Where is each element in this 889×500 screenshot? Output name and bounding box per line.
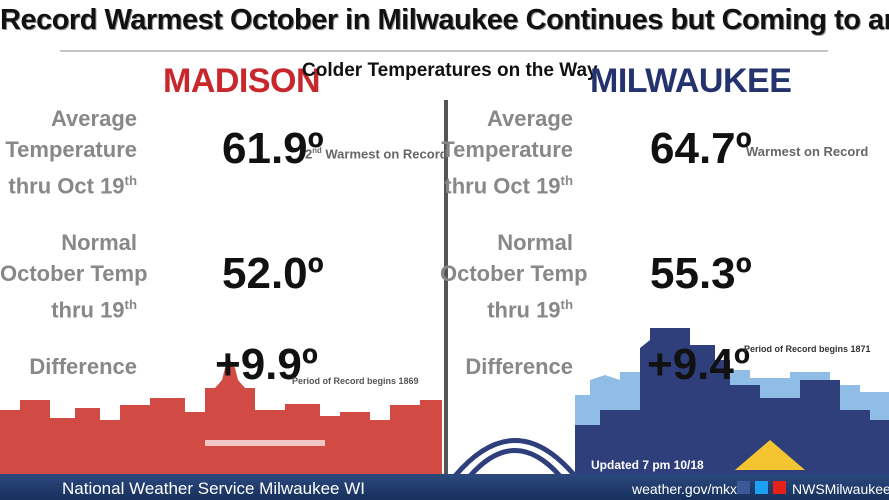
bridge [453, 438, 577, 478]
youtube-icon[interactable] [773, 481, 786, 494]
city-name: MILWAUKEE [590, 62, 792, 100]
label-line: thru 19th [440, 289, 573, 325]
label-line: Average [486, 106, 573, 131]
facebook-icon[interactable] [737, 481, 750, 494]
average-value: 64.7º [650, 124, 752, 173]
twitter-icon[interactable] [755, 481, 768, 494]
label-line: October Temp [440, 261, 588, 286]
superscript: nd [312, 146, 322, 155]
milwaukee-skyline-front [575, 328, 889, 476]
normal-value: 55.3º [650, 249, 752, 298]
superscript: th [560, 297, 573, 312]
normal-label: Normal October Temp thru 19th [440, 227, 588, 325]
normal-label: Normal October Temp thru 19th [0, 227, 148, 325]
note-text: Warmest on Record [325, 146, 448, 162]
footer-handle[interactable]: NWSMilwaukee [792, 481, 889, 497]
label-line: thru 19th [0, 289, 137, 325]
madison-skyline [0, 360, 442, 476]
subtitle: Colder Temperatures on the Way [302, 60, 598, 81]
label-line: thru Oct 19th [440, 165, 573, 201]
superscript: th [124, 173, 137, 188]
average-label: Average Temperature thru Oct 19th [0, 103, 137, 201]
footer-website[interactable]: weather.gov/mkx [632, 481, 738, 497]
record-note: Warmest on Record [746, 144, 869, 159]
difference-value: +9.4º [647, 340, 750, 389]
difference-value: +9.9º [215, 340, 318, 389]
superscript: th [560, 173, 573, 188]
normal-value: 52.0º [222, 249, 324, 298]
difference-label: Difference [29, 354, 137, 379]
label-line: Average [50, 106, 137, 131]
label-line: thru 19 [487, 297, 561, 323]
rank: 2 [305, 146, 313, 162]
label-line: October Temp [0, 261, 148, 286]
label-line: Temperature [5, 137, 137, 162]
title: Record Warmest October in Milwaukee Cont… [0, 4, 889, 36]
label-line: Temperature [441, 137, 573, 162]
record-note: 2nd Warmest on Record [305, 146, 448, 161]
label-line: thru Oct 19 [444, 173, 561, 199]
footer-office: National Weather Service Milwaukee WI [62, 479, 365, 498]
updated-note: Updated 7 pm 10/18 [591, 458, 704, 472]
label-line: Normal [497, 230, 573, 255]
period-note: Period of Record begins 1869 [292, 376, 419, 386]
calatrava-shape [735, 440, 805, 470]
label-line: thru 19 [51, 297, 125, 323]
label-line: Normal [61, 230, 137, 255]
average-value: 61.9º [222, 124, 324, 173]
period-note: Period of Record begins 1871 [744, 344, 871, 354]
label-line: thru Oct 19 [8, 173, 125, 199]
difference-label: Difference [465, 354, 573, 379]
superscript: th [124, 297, 137, 312]
madison-detail [205, 440, 325, 446]
city-name: MADISON [163, 62, 321, 100]
average-label: Average Temperature thru Oct 19th [440, 103, 573, 201]
label-line: thru Oct 19th [0, 165, 137, 201]
